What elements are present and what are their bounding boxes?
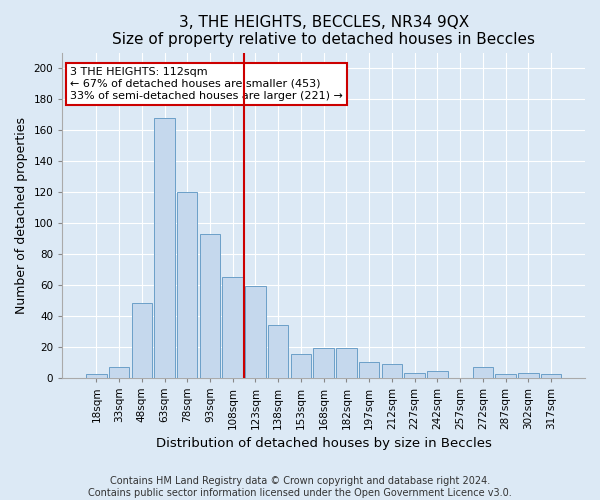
Y-axis label: Number of detached properties: Number of detached properties — [15, 116, 28, 314]
Text: Contains HM Land Registry data © Crown copyright and database right 2024.
Contai: Contains HM Land Registry data © Crown c… — [88, 476, 512, 498]
Bar — [382, 364, 402, 378]
Bar — [109, 366, 129, 378]
Bar — [245, 286, 266, 378]
Bar — [359, 362, 379, 378]
Bar — [473, 366, 493, 378]
Bar — [86, 374, 107, 378]
Bar — [518, 373, 539, 378]
Bar — [223, 277, 243, 378]
Bar — [177, 192, 197, 378]
Bar — [496, 374, 516, 378]
Bar — [427, 372, 448, 378]
X-axis label: Distribution of detached houses by size in Beccles: Distribution of detached houses by size … — [156, 437, 491, 450]
Bar — [154, 118, 175, 378]
Bar — [404, 373, 425, 378]
Bar — [200, 234, 220, 378]
Bar — [131, 304, 152, 378]
Bar — [268, 325, 289, 378]
Bar — [541, 374, 561, 378]
Bar — [313, 348, 334, 378]
Bar — [336, 348, 356, 378]
Title: 3, THE HEIGHTS, BECCLES, NR34 9QX
Size of property relative to detached houses i: 3, THE HEIGHTS, BECCLES, NR34 9QX Size o… — [112, 15, 535, 48]
Bar — [291, 354, 311, 378]
Text: 3 THE HEIGHTS: 112sqm
← 67% of detached houses are smaller (453)
33% of semi-det: 3 THE HEIGHTS: 112sqm ← 67% of detached … — [70, 68, 343, 100]
